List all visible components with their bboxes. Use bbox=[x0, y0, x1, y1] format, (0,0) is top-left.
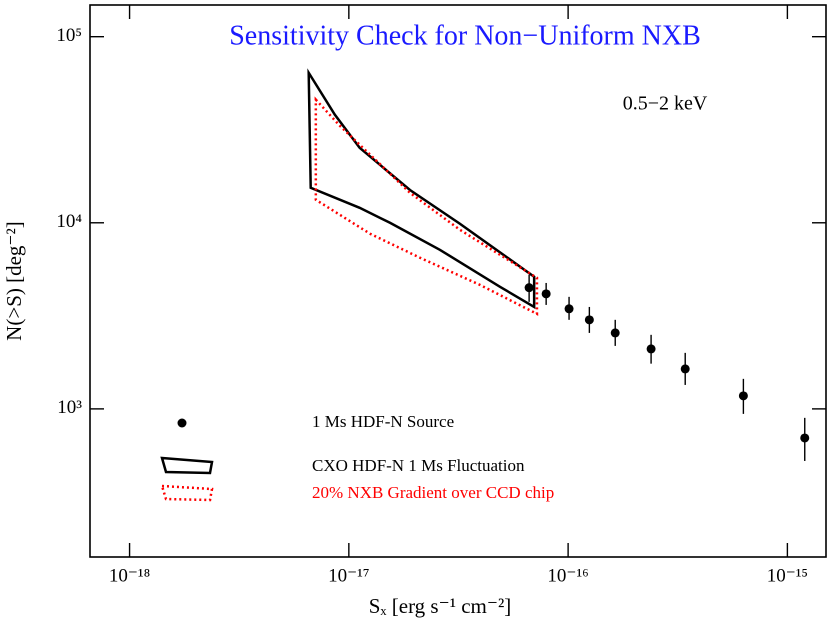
data-point bbox=[610, 328, 620, 338]
data-point bbox=[738, 391, 748, 401]
legend-label: 20% NXB Gradient over CCD chip bbox=[312, 483, 554, 502]
x-tick-label: 10⁻¹⁸ bbox=[109, 565, 150, 586]
region bbox=[314, 96, 539, 316]
data-point bbox=[541, 289, 551, 299]
x-tick-label: 10⁻¹⁵ bbox=[767, 565, 808, 586]
x-tick-label: 10⁻¹⁷ bbox=[328, 565, 369, 586]
y-tick-label: 10⁵ bbox=[56, 25, 82, 46]
data-point bbox=[524, 283, 534, 293]
legend-label: CXO HDF-N 1 Ms Fluctuation bbox=[312, 456, 525, 475]
y-axis-label: N(>S) [deg⁻²] bbox=[2, 221, 26, 341]
data-point bbox=[584, 315, 594, 325]
chart-title: Sensitivity Check for Non−Uniform NXB bbox=[229, 20, 701, 51]
data-point bbox=[800, 433, 810, 443]
legend-symbol bbox=[160, 484, 214, 502]
x-tick-label: 10⁻¹⁶ bbox=[547, 565, 588, 586]
annotation: 0.5−2 keV bbox=[623, 93, 708, 115]
plot-frame bbox=[89, 4, 827, 558]
legend-symbol bbox=[160, 456, 214, 475]
y-tick-label: 10³ bbox=[57, 397, 82, 418]
x-axis-label: Sₓ [erg s⁻¹ cm⁻²] bbox=[369, 594, 512, 618]
data-point bbox=[680, 364, 690, 374]
legend-marker bbox=[177, 418, 187, 428]
data-point bbox=[564, 304, 574, 314]
legend-label: 1 Ms HDF-N Source bbox=[312, 412, 454, 431]
y-tick-label: 10⁴ bbox=[56, 211, 82, 232]
data-point bbox=[646, 344, 656, 354]
region bbox=[307, 68, 536, 310]
